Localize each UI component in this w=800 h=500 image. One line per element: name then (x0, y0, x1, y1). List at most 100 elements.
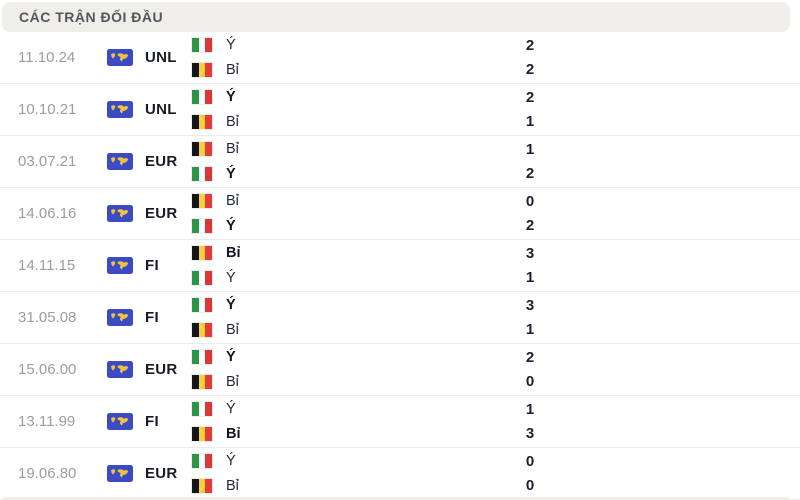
home-team-line: Bỉ (191, 190, 512, 212)
home-team-line: Ý (191, 450, 512, 472)
away-team-name: Bỉ (226, 61, 239, 78)
match-date: 13.11.99 (18, 413, 76, 430)
score-column: 0 0 (518, 448, 542, 499)
home-team-flag-icon (191, 141, 213, 158)
away-team-score: 1 (525, 113, 535, 131)
competition-globe-icon (107, 361, 133, 378)
match-date: 11.10.24 (18, 49, 76, 66)
competition: FI (107, 396, 159, 447)
competition: UNL (107, 84, 177, 135)
home-team-score: 0 (525, 192, 535, 210)
competition-label: EUR (145, 205, 178, 222)
match-row[interactable]: 14.11.15 FI Bỉ Ý 3 1 (0, 240, 800, 292)
score-column: 0 2 (518, 188, 542, 239)
home-team-line: Ý (191, 86, 512, 108)
match-date: 15.06.00 (18, 361, 77, 378)
home-team-flag-icon (191, 453, 213, 470)
match-list: 11.10.24 UNL Ý Bỉ 2 2 (0, 32, 800, 500)
home-team-flag-icon (191, 349, 213, 366)
competition: FI (107, 240, 159, 291)
home-team-score: 3 (525, 296, 535, 314)
away-team-flag-icon (191, 321, 213, 338)
competition-label: EUR (145, 361, 178, 378)
match-date: 19.06.80 (18, 465, 77, 482)
competition: EUR (107, 136, 178, 187)
competition: EUR (107, 448, 178, 499)
home-team-line: Ý (191, 398, 512, 420)
competition-label: FI (145, 413, 159, 430)
home-team-name: Ý (226, 297, 236, 314)
team-column: Ý Bỉ (191, 344, 512, 395)
away-team-name: Ý (226, 165, 236, 182)
home-team-name: Ý (226, 453, 236, 470)
home-team-score: 2 (525, 348, 535, 366)
team-column: Ý Bỉ (191, 84, 512, 135)
away-team-score: 2 (525, 61, 535, 79)
home-team-flag-icon (191, 89, 213, 106)
competition-globe-icon (107, 101, 133, 118)
away-team-line: Bỉ (191, 319, 512, 341)
match-row[interactable]: 13.11.99 FI Ý Bỉ 1 3 (0, 396, 800, 448)
match-row[interactable]: 14.06.16 EUR Bỉ Ý 0 2 (0, 188, 800, 240)
match-row[interactable]: 15.06.00 EUR Ý Bỉ 2 0 (0, 344, 800, 396)
competition-label: FI (145, 309, 159, 326)
team-column: Ý Bỉ (191, 32, 512, 83)
away-team-score: 2 (525, 165, 535, 183)
score-column: 3 1 (518, 292, 542, 343)
home-team-flag-icon (191, 37, 213, 54)
competition: UNL (107, 32, 177, 83)
competition-globe-icon (107, 465, 133, 482)
away-team-flag-icon (191, 269, 213, 286)
score-column: 2 1 (518, 84, 542, 135)
home-team-score: 2 (525, 36, 535, 54)
home-team-score: 1 (525, 400, 535, 418)
home-team-line: Ý (191, 294, 512, 316)
away-team-score: 0 (525, 373, 535, 391)
away-team-flag-icon (191, 165, 213, 182)
away-team-name: Bỉ (226, 373, 239, 390)
section-title: CÁC TRẬN ĐỐI ĐẦU (19, 9, 164, 25)
match-row[interactable]: 03.07.21 EUR Bỉ Ý 1 2 (0, 136, 800, 188)
home-team-score: 1 (525, 140, 535, 158)
away-team-name: Ý (226, 269, 236, 286)
away-team-score: 0 (525, 477, 535, 495)
away-team-flag-icon (191, 113, 213, 130)
away-team-line: Ý (191, 163, 512, 185)
away-team-line: Bỉ (191, 423, 512, 445)
team-column: Ý Bỉ (191, 448, 512, 499)
team-column: Bỉ Ý (191, 188, 512, 239)
competition-globe-icon (107, 413, 133, 430)
away-team-flag-icon (191, 217, 213, 234)
away-team-line: Ý (191, 215, 512, 237)
home-team-line: Bỉ (191, 138, 512, 160)
match-row[interactable]: 31.05.08 FI Ý Bỉ 3 1 (0, 292, 800, 344)
away-team-line: Bỉ (191, 475, 512, 497)
home-team-flag-icon (191, 193, 213, 210)
away-team-name: Ý (226, 217, 236, 234)
section-header: CÁC TRẬN ĐỐI ĐẦU (2, 2, 790, 32)
competition-label: UNL (145, 101, 177, 118)
home-team-line: Ý (191, 346, 512, 368)
team-column: Ý Bỉ (191, 396, 512, 447)
home-team-name: Ý (226, 401, 236, 418)
away-team-line: Bỉ (191, 111, 512, 133)
away-team-name: Bỉ (226, 425, 241, 442)
home-team-flag-icon (191, 245, 213, 262)
competition: FI (107, 292, 159, 343)
match-row[interactable]: 11.10.24 UNL Ý Bỉ 2 2 (0, 32, 800, 84)
match-row[interactable]: 10.10.21 UNL Ý Bỉ 2 1 (0, 84, 800, 136)
competition-label: EUR (145, 465, 178, 482)
competition: EUR (107, 344, 178, 395)
competition: EUR (107, 188, 178, 239)
home-team-name: Bỉ (226, 141, 239, 158)
home-team-line: Bỉ (191, 242, 512, 264)
score-column: 2 2 (518, 32, 542, 83)
score-column: 3 1 (518, 240, 542, 291)
away-team-name: Bỉ (226, 321, 239, 338)
home-team-name: Bỉ (226, 193, 239, 210)
match-row[interactable]: 19.06.80 EUR Ý Bỉ 0 0 (0, 448, 800, 500)
away-team-line: Bỉ (191, 371, 512, 393)
away-team-line: Ý (191, 267, 512, 289)
match-date: 31.05.08 (18, 309, 77, 326)
